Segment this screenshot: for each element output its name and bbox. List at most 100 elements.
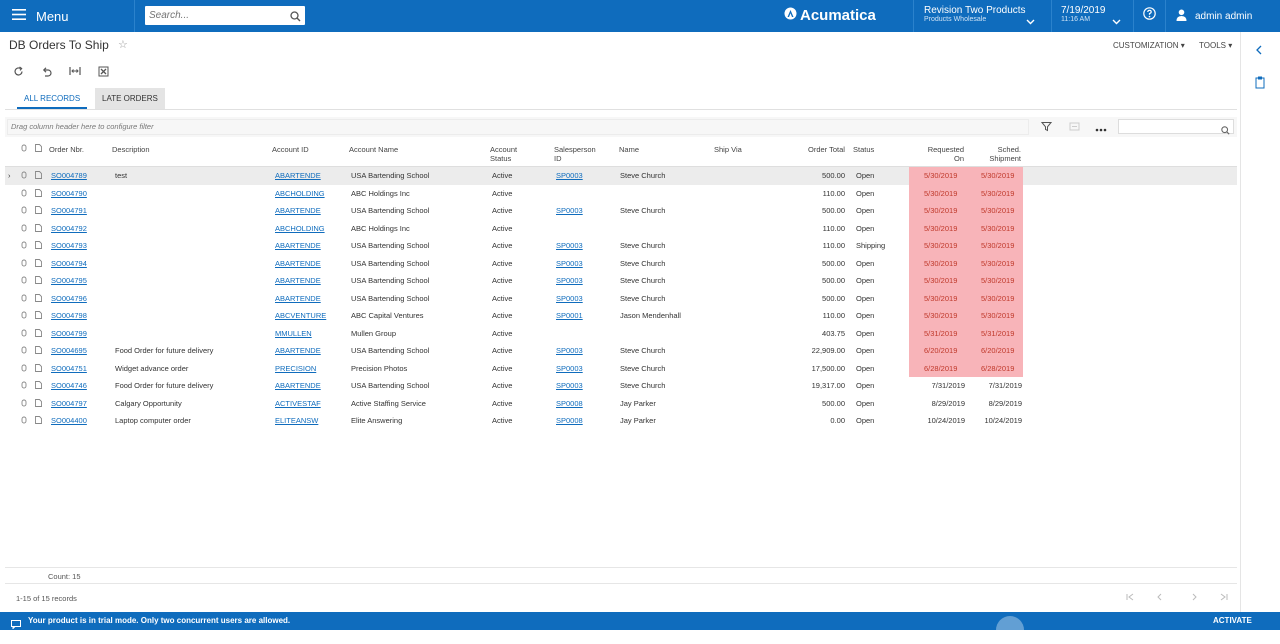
salesperson-link[interactable]: SP0003	[556, 346, 583, 355]
attachment-icon[interactable]	[21, 381, 27, 391]
account-id-link[interactable]: PRECISION	[275, 363, 317, 373]
filter-settings-icon[interactable]	[1069, 119, 1080, 137]
note-icon[interactable]	[35, 363, 42, 374]
note-icon[interactable]	[35, 398, 42, 409]
search-icon[interactable]	[290, 9, 301, 27]
order-nbr-link[interactable]: SO004792	[51, 223, 87, 233]
grid-search-field[interactable]	[1118, 119, 1234, 135]
last-page-icon[interactable]	[1216, 590, 1230, 604]
undo-icon[interactable]	[38, 64, 54, 78]
note-icon[interactable]	[35, 328, 42, 339]
attachment-icon[interactable]	[21, 189, 27, 199]
search-icon[interactable]	[1221, 122, 1230, 140]
attachment-column-icon[interactable]	[21, 144, 27, 154]
order-nbr-link[interactable]: SO004789	[51, 171, 87, 180]
col-order-nbr[interactable]: Order Nbr.	[49, 145, 85, 154]
note-icon[interactable]	[35, 381, 42, 391]
customization-menu[interactable]: CUSTOMIZATION ▾	[1113, 41, 1185, 50]
order-nbr-link[interactable]: SO004790	[51, 188, 87, 198]
order-nbr-link[interactable]: SO004695	[51, 346, 87, 355]
order-nbr-link[interactable]: SO004400	[51, 416, 87, 425]
col-status[interactable]: Status	[853, 145, 875, 154]
table-row[interactable]: › SO004789 test ABARTENDE USA Bartending Sch…	[5, 167, 1237, 185]
table-row[interactable]: SO004798 ABCVENTURE ABC Capital Ventures Ac…	[5, 307, 1237, 325]
attachment-icon[interactable]	[21, 276, 27, 286]
col-account-status[interactable]: Account Status	[490, 145, 517, 163]
tab-late-orders[interactable]: LATE ORDERS	[95, 88, 165, 109]
filter-icon[interactable]	[1040, 119, 1053, 137]
account-id-link[interactable]: ABCVENTURE	[275, 311, 327, 320]
company-selector[interactable]: Revision Two Products Products Wholesale	[913, 0, 1043, 32]
next-page-icon[interactable]	[1187, 590, 1201, 604]
note-icon[interactable]	[35, 346, 42, 356]
attachment-icon[interactable]	[21, 241, 27, 251]
salesperson-link[interactable]: SP0008	[556, 416, 583, 425]
account-id-link[interactable]: ABCHOLDING	[275, 223, 325, 233]
col-ship-via[interactable]: Ship Via	[714, 145, 742, 154]
account-id-link[interactable]: ABCHOLDING	[275, 188, 325, 198]
refresh-icon[interactable]	[10, 64, 26, 78]
search-input[interactable]	[145, 7, 285, 24]
attachment-icon[interactable]	[21, 171, 27, 181]
salesperson-link[interactable]: SP0001	[556, 311, 583, 320]
note-icon[interactable]	[35, 241, 42, 251]
note-icon[interactable]	[35, 171, 42, 181]
user-menu[interactable]: admin admin	[1165, 0, 1280, 32]
note-icon[interactable]	[35, 258, 42, 269]
col-requested-on[interactable]: Requested On	[916, 145, 964, 163]
group-drop-zone[interactable]	[7, 119, 1029, 135]
attachment-icon[interactable]	[21, 346, 27, 356]
order-nbr-link[interactable]: SO004799	[51, 328, 87, 338]
attachment-icon[interactable]	[21, 206, 27, 216]
col-account-name[interactable]: Account Name	[349, 145, 399, 154]
notes-column-icon[interactable]	[35, 144, 42, 154]
note-icon[interactable]	[35, 188, 42, 199]
account-id-link[interactable]: ABARTENDE	[275, 276, 321, 285]
account-id-link[interactable]: ABARTENDE	[275, 346, 321, 355]
table-row[interactable]: SO004695 Food Order for future delivery AB…	[5, 342, 1237, 360]
order-nbr-link[interactable]: SO004751	[51, 363, 87, 373]
attachment-icon[interactable]	[21, 259, 27, 269]
favorite-star-icon[interactable]: ☆	[118, 39, 128, 51]
activate-button[interactable]: ACTIVATE	[1213, 616, 1252, 625]
note-icon[interactable]	[35, 223, 42, 234]
order-nbr-link[interactable]: SO004795	[51, 276, 87, 285]
business-date-selector[interactable]: 7/19/2019 11:16 AM	[1051, 0, 1131, 32]
salesperson-link[interactable]: SP0003	[556, 171, 583, 180]
first-page-icon[interactable]	[1123, 590, 1137, 604]
salesperson-link[interactable]: SP0008	[556, 398, 583, 408]
order-nbr-link[interactable]: SO004793	[51, 241, 87, 250]
export-excel-icon[interactable]	[95, 64, 111, 78]
global-search[interactable]	[145, 6, 305, 25]
tools-menu[interactable]: TOOLS ▾	[1199, 41, 1233, 50]
files-icon[interactable]	[1255, 76, 1265, 94]
attachment-icon[interactable]	[21, 294, 27, 304]
order-nbr-link[interactable]: SO004794	[51, 258, 87, 268]
note-icon[interactable]	[35, 416, 42, 426]
order-nbr-link[interactable]: SO004796	[51, 293, 87, 303]
attachment-icon[interactable]	[21, 329, 27, 339]
attachment-icon[interactable]	[21, 399, 27, 409]
col-name[interactable]: Name	[619, 145, 640, 154]
salesperson-link[interactable]: SP0003	[556, 293, 583, 303]
salesperson-link[interactable]: SP0003	[556, 241, 583, 250]
more-options-icon[interactable]	[1095, 121, 1107, 139]
table-row[interactable]: SO004791 ABARTENDE USA Bartending School Ac…	[5, 202, 1237, 220]
attachment-icon[interactable]	[21, 224, 27, 234]
account-id-link[interactable]: ABARTENDE	[275, 241, 321, 250]
table-row[interactable]: SO004797 Calgary Opportunity ACTIVESTAF Act…	[5, 395, 1237, 413]
account-id-link[interactable]: ABARTENDE	[275, 258, 321, 268]
table-row[interactable]: SO004751 Widget advance order PRECISION Pre…	[5, 359, 1237, 377]
col-salesperson[interactable]: Salesperson ID	[554, 145, 596, 163]
col-account-id[interactable]: Account ID	[272, 145, 309, 154]
note-icon[interactable]	[35, 311, 42, 321]
col-sched-shipment[interactable]: Sched. Shipment	[975, 145, 1021, 163]
collapse-panel-icon[interactable]	[1255, 42, 1263, 60]
order-nbr-link[interactable]: SO004746	[51, 381, 87, 390]
account-id-link[interactable]: MMULLEN	[275, 328, 312, 338]
account-id-link[interactable]: ELITEANSW	[275, 416, 319, 425]
menu-button[interactable]: Menu	[0, 0, 135, 32]
help-button[interactable]	[1133, 0, 1165, 32]
tab-all-records[interactable]: ALL RECORDS	[17, 88, 88, 109]
table-row[interactable]: SO004799 MMULLEN Mullen Group Active 403.75 O…	[5, 324, 1237, 342]
